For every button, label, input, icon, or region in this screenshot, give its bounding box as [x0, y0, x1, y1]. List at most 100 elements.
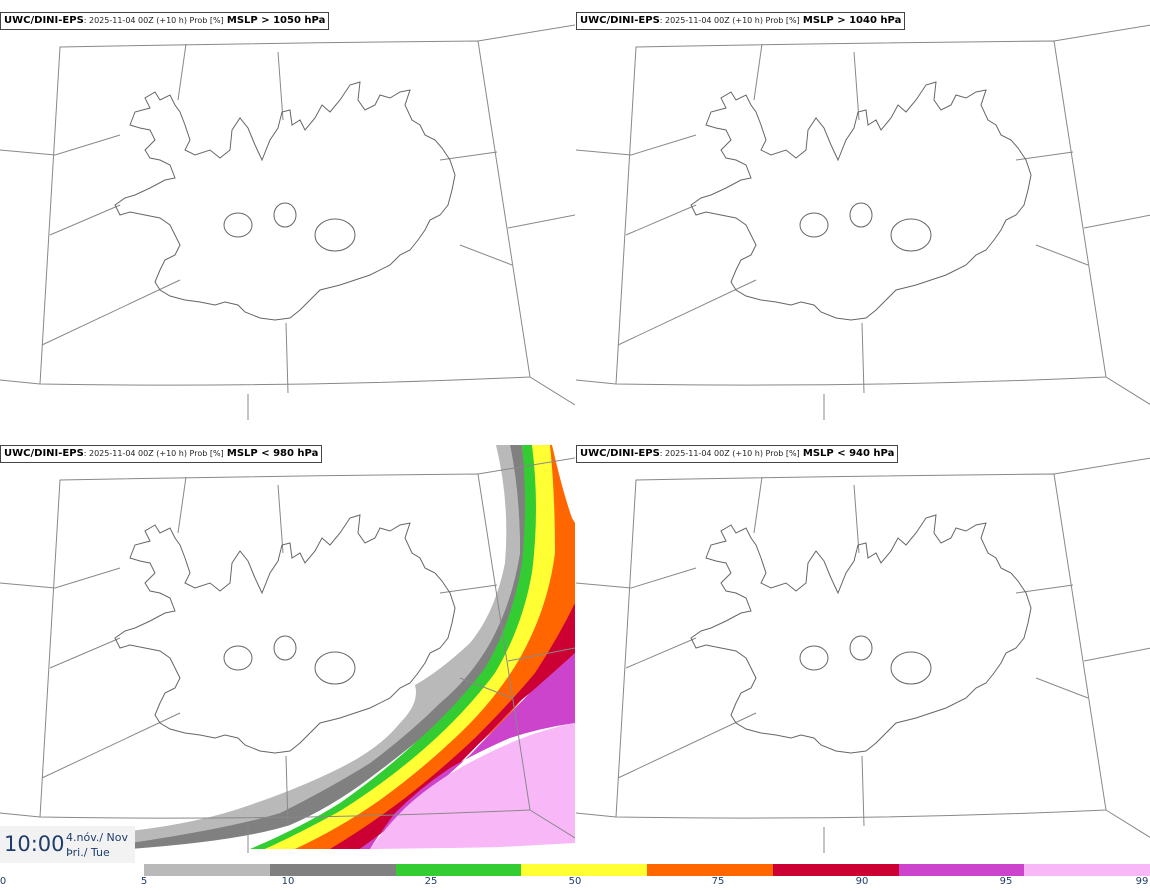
threshold-label: MSLP > 1050 hPa	[226, 15, 326, 26]
lake-outline	[273, 202, 297, 228]
map-grid-lines	[576, 24, 1150, 420]
map-grid-lines	[576, 457, 1150, 853]
colorbar-segment	[1024, 864, 1150, 876]
grid-line	[617, 279, 757, 346]
tick-label: 25	[424, 876, 438, 887]
colorbar-segment	[647, 864, 773, 876]
map-panel-mslp-gt-1050: UWC/DINI-EPS: 2025-11-04 00Z (+10 h) Pro…	[0, 0, 575, 432]
grid-line	[625, 637, 697, 669]
grid-line	[617, 712, 757, 779]
grid-line	[1035, 677, 1089, 699]
valid-day: Þri./ Tue	[66, 846, 110, 859]
grid-line	[615, 40, 1107, 386]
panel-title: UWC/DINI-EPS: 2025-11-04 00Z (+10 h) Pro…	[0, 445, 323, 463]
lake-outline	[890, 218, 932, 252]
grid-line	[39, 473, 531, 819]
grid-line	[277, 484, 284, 554]
lake-outline	[849, 635, 873, 661]
tick-label: 90	[855, 876, 869, 887]
colorbar-segment	[898, 864, 1025, 876]
colorbar-segment	[395, 864, 522, 876]
grid-line	[1015, 151, 1074, 161]
map-canvas	[0, 24, 575, 420]
grid-line	[1053, 457, 1150, 475]
grid-line	[1015, 584, 1074, 594]
grid-line	[853, 484, 860, 554]
lake-outline	[223, 212, 253, 238]
model-name: UWC/DINI-EPS	[4, 15, 84, 26]
grid-line	[861, 322, 865, 394]
model-name: UWC/DINI-EPS	[4, 448, 84, 459]
colorbar-segment	[144, 864, 270, 876]
lakes	[223, 202, 356, 252]
prob-band-50-75	[265, 445, 560, 849]
tick-label: 50	[568, 876, 582, 887]
grid-line	[753, 476, 763, 534]
tick-label: 10	[281, 876, 295, 887]
colorbar-segment	[772, 864, 899, 876]
tick-label: 95	[999, 876, 1013, 887]
prob-band-99	[370, 723, 575, 849]
grid-line	[529, 376, 575, 406]
iceland-coastline	[114, 81, 456, 321]
grid-line	[1083, 647, 1150, 662]
grid-line	[439, 151, 498, 161]
lakes	[799, 635, 932, 685]
map-canvas	[576, 457, 1150, 853]
grid-line	[439, 584, 498, 594]
threshold-label: MSLP > 1040 hPa	[802, 15, 902, 26]
run-info: : 2025-11-04 00Z (+10 h) Prob [%]	[659, 16, 800, 25]
run-info: : 2025-11-04 00Z (+10 h) Prob [%]	[659, 449, 800, 458]
model-name: UWC/DINI-EPS	[580, 448, 660, 459]
grid-line	[625, 204, 697, 236]
map-canvas	[576, 24, 1150, 420]
tick-label: 0	[0, 876, 7, 887]
iceland-coastline	[114, 514, 456, 754]
lake-outline	[223, 645, 253, 671]
grid-line	[615, 473, 1107, 819]
lakes	[799, 202, 932, 252]
grid-line	[477, 457, 575, 475]
run-info: : 2025-11-04 00Z (+10 h) Prob [%]	[83, 449, 224, 458]
map-canvas	[0, 445, 575, 853]
threshold-label: MSLP < 980 hPa	[226, 448, 319, 459]
grid-line	[41, 712, 181, 779]
grid-line	[49, 637, 121, 669]
valid-time: 10:00	[4, 832, 65, 856]
probability-colorbar	[144, 864, 1150, 876]
grid-line	[49, 204, 121, 236]
map-panel-mslp-lt-940: UWC/DINI-EPS: 2025-11-04 00Z (+10 h) Pro…	[576, 433, 1150, 865]
prob-band-75-90	[295, 445, 575, 849]
iceland-coastline	[690, 514, 1032, 754]
colorbar-segment	[269, 864, 396, 876]
grid-line	[177, 476, 187, 534]
valid-date: 4.nóv./ Nov	[66, 831, 129, 844]
grid-line	[507, 647, 575, 662]
grid-line	[1105, 376, 1150, 405]
map-grid-lines	[0, 24, 575, 420]
lakes	[223, 635, 356, 685]
prob-band-25-50	[250, 445, 538, 849]
panel-title: UWC/DINI-EPS: 2025-11-04 00Z (+10 h) Pro…	[0, 12, 330, 30]
grid-line	[0, 812, 41, 818]
grid-line	[39, 40, 531, 386]
colorbar-ticks: 0 5 10 25 50 75 90 95 99	[0, 876, 1150, 891]
lake-outline	[314, 218, 356, 252]
tick-label: 99	[1135, 876, 1149, 887]
map-grid-lines	[0, 457, 575, 853]
iceland-coastline	[690, 81, 1032, 321]
grid-line	[459, 677, 513, 699]
map-panel-mslp-lt-980: UWC/DINI-EPS: 2025-11-04 00Z (+10 h) Pro…	[0, 433, 575, 865]
run-info: : 2025-11-04 00Z (+10 h) Prob [%]	[83, 16, 224, 25]
grid-line	[477, 24, 575, 42]
grid-line	[507, 214, 575, 229]
valid-time-box: 10:00 4.nóv./ Nov Þri./ Tue	[0, 826, 135, 863]
lake-outline	[849, 202, 873, 228]
grid-line	[576, 567, 697, 589]
grid-line	[576, 812, 617, 818]
grid-line	[41, 279, 181, 346]
grid-line	[0, 567, 121, 589]
grid-line	[285, 755, 289, 827]
model-name: UWC/DINI-EPS	[580, 15, 660, 26]
grid-line	[1035, 244, 1089, 266]
